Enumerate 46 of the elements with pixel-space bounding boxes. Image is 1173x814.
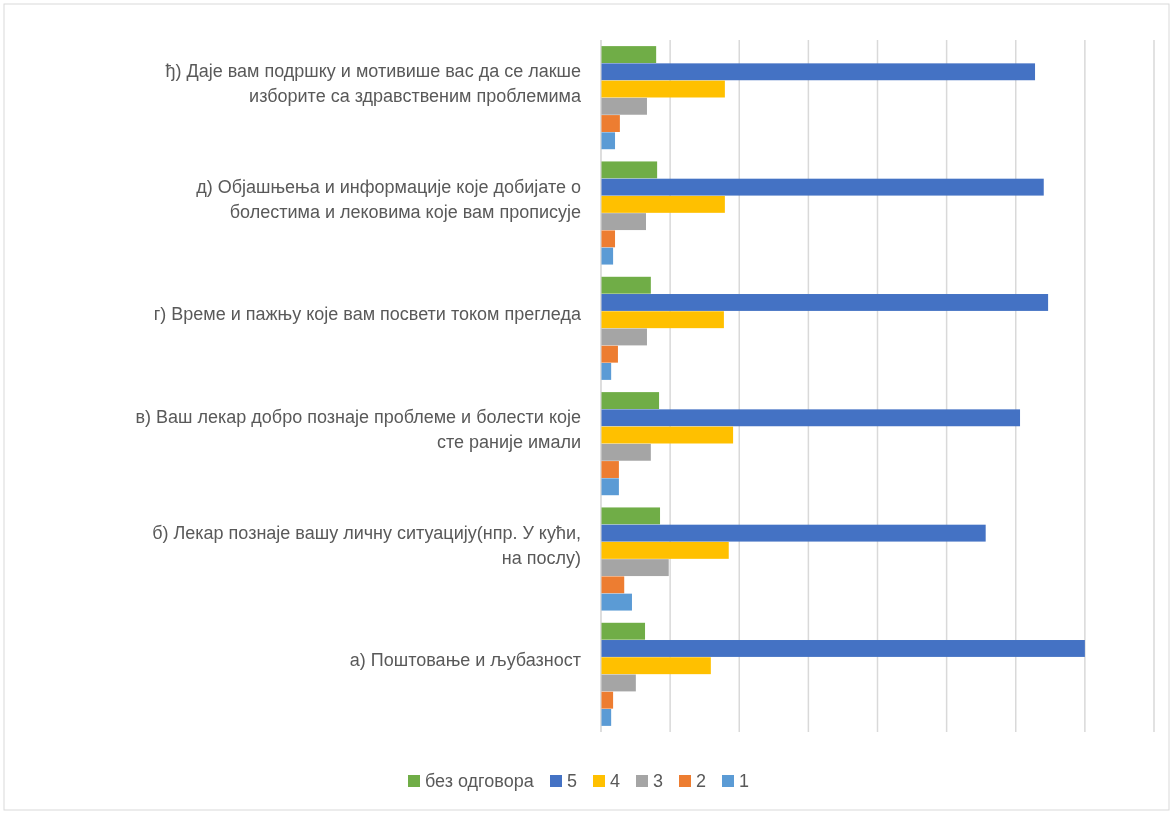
- bar: [601, 230, 616, 248]
- bar: [601, 622, 646, 640]
- bar: [601, 541, 729, 559]
- bar: [601, 674, 636, 692]
- y-tick-label: ђ) Даје вам подршку и мотивише вас да се лакше изборите са здравственим проблемима: [165, 61, 582, 107]
- legend-label: 4: [610, 771, 621, 791]
- bar: [601, 640, 1085, 657]
- bar: [601, 345, 618, 363]
- bar: [601, 593, 632, 611]
- legend-label: 3: [653, 771, 664, 791]
- bar: [601, 294, 1049, 311]
- legend-label: 1: [739, 771, 750, 791]
- bar: [601, 478, 619, 496]
- bar: [601, 247, 614, 265]
- bar: [601, 426, 734, 444]
- bar: [601, 161, 658, 179]
- bar: [601, 328, 647, 346]
- legend-label: без одговора: [425, 771, 535, 791]
- bar: [601, 409, 1021, 427]
- bar: [601, 97, 647, 115]
- bar: [601, 524, 986, 542]
- bar: [601, 132, 616, 150]
- bar: [601, 559, 669, 577]
- y-tick-label: г) Време и пажњу које вам посвети током прегледа: [153, 304, 582, 325]
- bar: [601, 46, 657, 64]
- bar: [601, 276, 651, 294]
- y-tick-label: а) Поштовање и љубазност: [349, 650, 581, 671]
- bar: [601, 392, 660, 410]
- bar: [601, 178, 1044, 196]
- y-tick-label: д) Објашњења и информације које добијате о болестима и лековима које вам прописује: [196, 176, 581, 222]
- bar: [601, 461, 619, 478]
- legend-label: 2: [696, 771, 707, 791]
- y-tick-label: б) Лекар познаје вашу личну ситуацију(нпр. У кући, на послу): [152, 522, 581, 568]
- legend-label: 5: [567, 771, 578, 791]
- bar: [601, 311, 724, 329]
- bar: [601, 576, 625, 594]
- bar: [601, 213, 646, 231]
- bar: [601, 691, 614, 709]
- bar: [601, 443, 651, 461]
- bar: [601, 115, 620, 132]
- bar: [601, 63, 1036, 81]
- bar: [601, 80, 725, 98]
- bar: [601, 657, 711, 675]
- bar: [601, 195, 725, 213]
- bar: [601, 507, 661, 525]
- y-tick-label: в) Ваш лекар добро познаје проблеме и болести које сте раније имали: [135, 407, 581, 453]
